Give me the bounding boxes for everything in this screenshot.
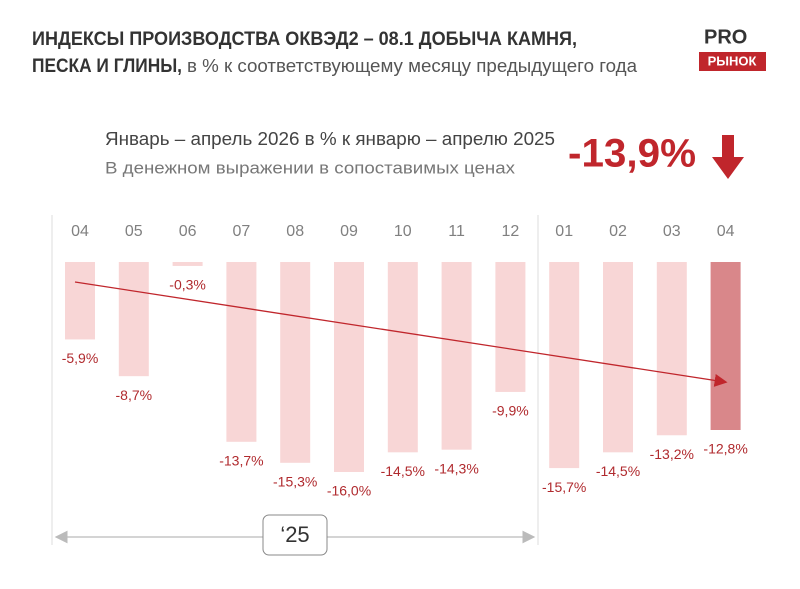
title: ПЕСКА И ГЛИНЫ, <box>32 56 182 77</box>
x-tick-label: 08 <box>286 223 304 240</box>
bar <box>118 262 149 377</box>
x-tick-label: 09 <box>340 223 358 240</box>
value-label: -14,3% <box>434 460 478 476</box>
bar <box>710 262 741 430</box>
summary-value: -13,9% <box>568 132 696 176</box>
bar <box>603 262 633 453</box>
down-arrow <box>712 135 744 179</box>
value-label: -15,7% <box>542 479 586 495</box>
x-tick-label: 10 <box>394 223 412 240</box>
bar <box>172 262 203 266</box>
bar <box>334 262 364 472</box>
x-tick-label: 11 <box>448 223 465 240</box>
value-label: -8,7% <box>116 387 153 403</box>
value-label: -9,9% <box>492 403 529 419</box>
value-label: -13,2% <box>650 446 694 462</box>
x-tick-label: 07 <box>233 223 251 240</box>
x-tick-label: 04 <box>71 223 89 240</box>
period-box <box>262 514 328 556</box>
x-tick-label: 04 <box>717 223 735 240</box>
x-tick-label: 12 <box>502 223 520 240</box>
value-label: -14,5% <box>596 463 640 479</box>
x-tick-label: 06 <box>179 223 197 240</box>
value-label: -0,3% <box>169 277 206 293</box>
bar <box>65 262 95 340</box>
x-tick-label: 03 <box>663 223 681 240</box>
subtitle: в % к соответствующему месяцу предыдущег… <box>187 56 638 76</box>
bar <box>656 262 687 436</box>
bar <box>226 262 257 442</box>
summary-title: Январь – апрель 2026 в % к январю – апре… <box>105 129 555 149</box>
value-label: -12,8% <box>703 441 747 457</box>
value-label: -15,3% <box>273 474 317 490</box>
plot: 04 -5,9% 05 -8,7% 06 -0,3% 07 -13,7% 08 -15,3% 09 -… <box>62 223 748 498</box>
bar <box>280 262 311 463</box>
bar <box>549 262 580 469</box>
logo: PRO РЫНОК <box>699 26 766 71</box>
value-label: -13,7% <box>219 453 263 469</box>
value-label: -16,0% <box>327 483 371 499</box>
trend-line <box>74 281 728 387</box>
summary-note: В денежном выражении в сопоставимых цена… <box>105 158 516 177</box>
x-tick-label: 05 <box>125 223 143 240</box>
bar <box>441 262 472 450</box>
x-tick-label: 02 <box>609 223 627 240</box>
period-label: ‘25 <box>280 522 309 547</box>
logo-box <box>699 52 766 71</box>
bar <box>387 262 418 453</box>
x-tick-label: 01 <box>555 223 573 240</box>
logo-text: РЫНОК <box>708 53 757 68</box>
value-label: -14,5% <box>381 463 425 479</box>
bar <box>495 262 526 392</box>
title: ИНДЕКСЫ ПРОИЗВОДСТВА ОКВЭД2 – 08.1 ДОБЫЧ… <box>32 29 577 50</box>
value-label: -5,9% <box>62 350 99 366</box>
logo-text: PRO <box>704 26 747 48</box>
